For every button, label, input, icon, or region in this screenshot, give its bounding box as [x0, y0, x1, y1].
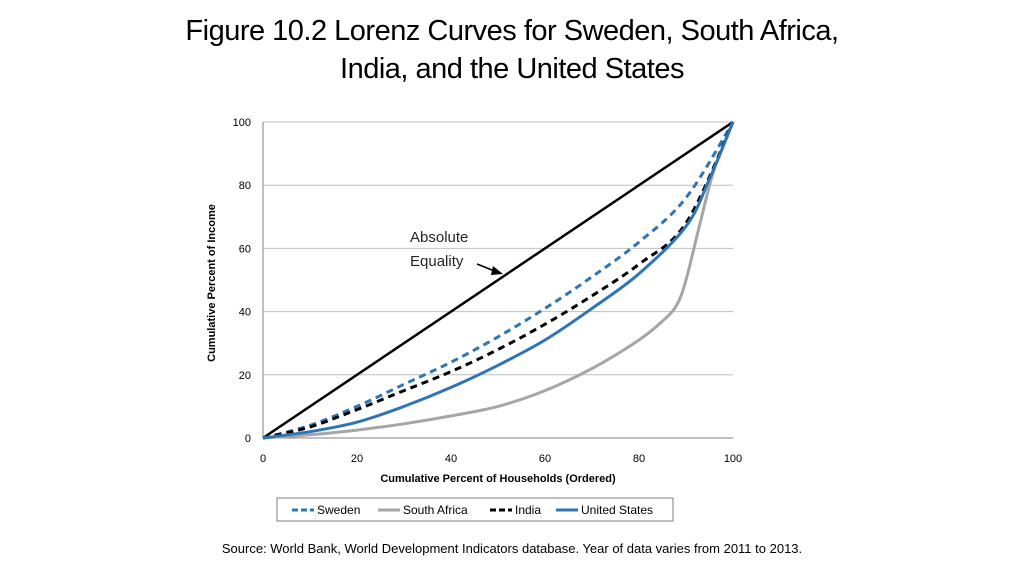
annotation-line-1: Absolute [410, 229, 468, 246]
x-tick-label-20: 20 [351, 453, 363, 465]
y-tick-label-80: 80 [239, 180, 251, 192]
series-line-united-states [262, 121, 735, 440]
y-axis-label: Cumulative Percent of Income [206, 204, 218, 362]
x-tick-label-40: 40 [445, 453, 457, 465]
chart-annotation: Absolute Equality [410, 229, 503, 275]
chart-tick-labels: 0 20 40 60 80 100 0 20 40 60 80 100 [233, 117, 743, 465]
x-tick-label-80: 80 [633, 453, 645, 465]
page-title-line-2: India, and the United States [340, 53, 684, 85]
x-tick-label-60: 60 [539, 453, 551, 465]
annotation-line-2: Equality [410, 253, 464, 270]
series-line-sweden [262, 121, 735, 440]
legend-label-india: India [515, 503, 541, 517]
source-note: Source: World Bank, World Development In… [221, 541, 803, 556]
annotation-arrow-head [491, 266, 503, 275]
equality-line [262, 120, 734, 440]
chart-legend: Sweden South Africa India United States [276, 497, 674, 522]
y-tick-label-100: 100 [233, 117, 251, 129]
x-axis-label: Cumulative Percent of Households (Ordere… [380, 473, 616, 485]
x-tick-label-100: 100 [724, 453, 742, 465]
chart-axes [262, 122, 733, 439]
legend-label-sweden: Sweden [317, 503, 360, 517]
legend-box [276, 497, 674, 522]
page-title-line-1: Figure 10.2 Lorenz Curves for Sweden, So… [185, 15, 839, 47]
y-tick-label-0: 0 [245, 433, 251, 445]
legend-label-south-africa: South Africa [403, 503, 468, 517]
chart-gridlines [263, 121, 733, 376]
y-tick-label-60: 60 [239, 243, 251, 255]
series-line-south-africa [262, 121, 735, 440]
chart-series [262, 120, 735, 440]
page-title: Figure 10.2 Lorenz Curves for Sweden, So… [0, 12, 1024, 88]
y-tick-label-40: 40 [239, 307, 251, 319]
series-line-india [262, 121, 735, 440]
y-tick-label-20: 20 [239, 370, 251, 382]
x-tick-label-0: 0 [260, 453, 266, 465]
legend-label-united-states: United States [581, 503, 653, 517]
